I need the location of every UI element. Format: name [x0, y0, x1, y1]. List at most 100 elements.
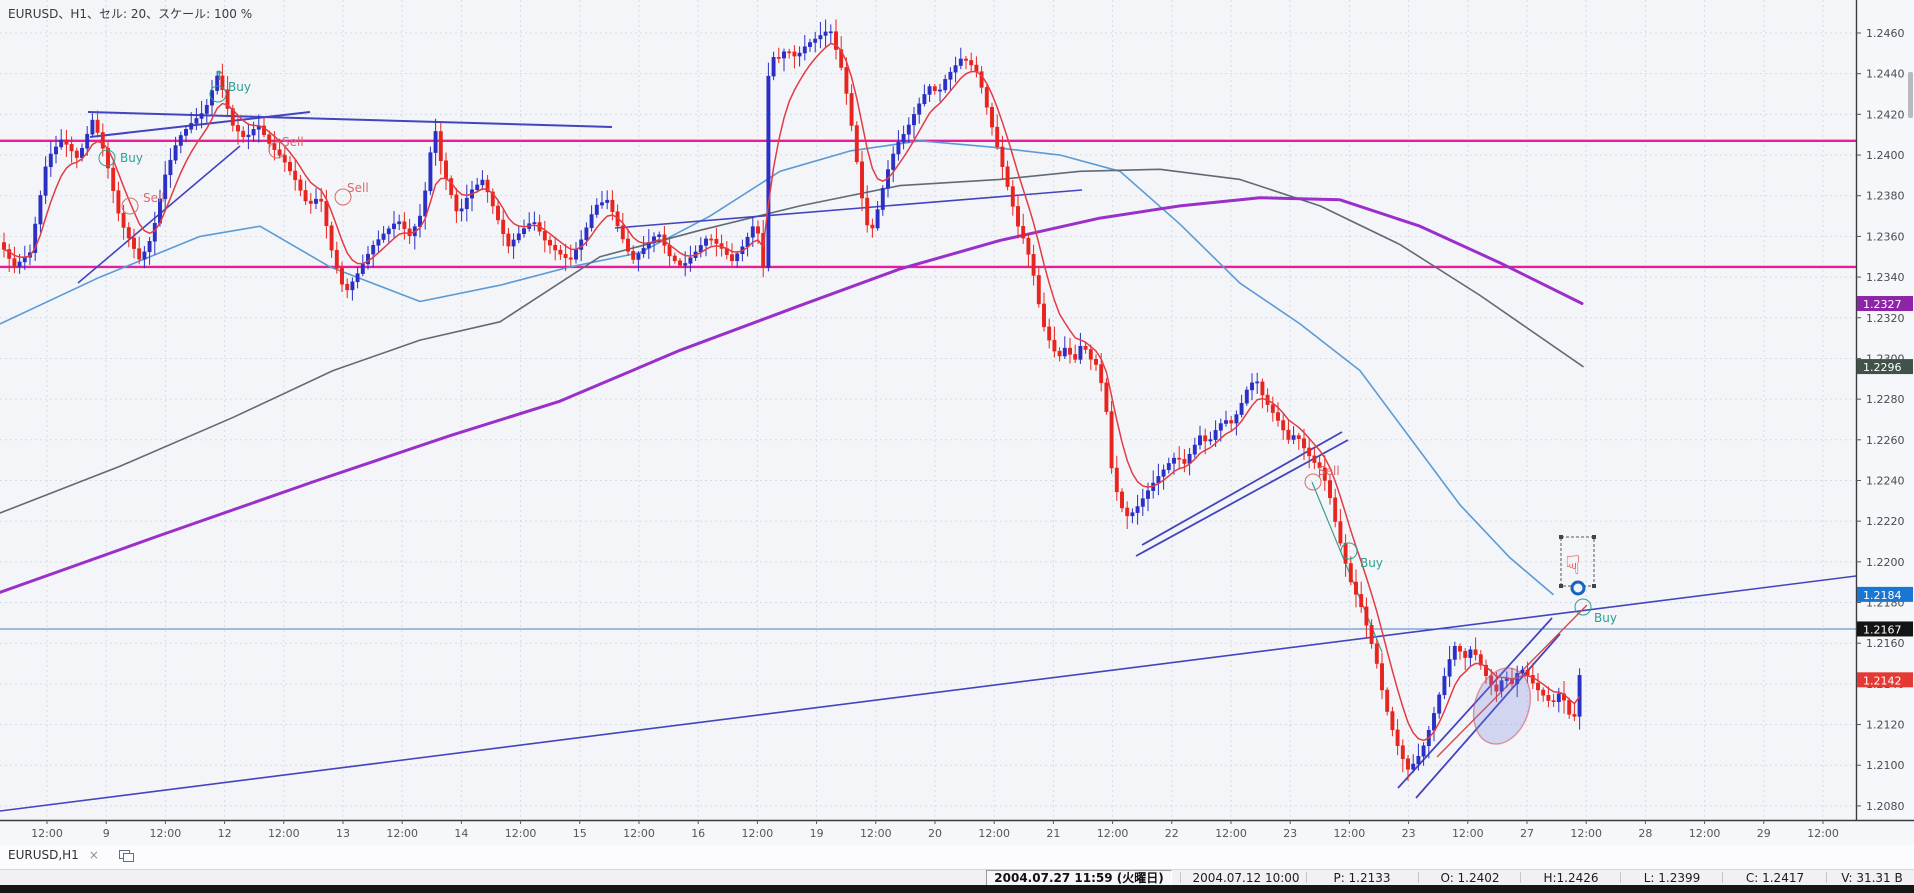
fast-ma-layer [3, 42, 1581, 742]
buy-label[interactable]: Buy [1594, 611, 1617, 625]
chart-background [0, 0, 1914, 845]
candle [402, 212, 407, 240]
candle [215, 70, 220, 95]
candle [766, 62, 771, 272]
candle [672, 252, 677, 264]
sell-signal-circle[interactable] [268, 141, 286, 159]
candle [776, 47, 781, 64]
time-axis-label: 28 [1638, 827, 1652, 840]
selection-box[interactable] [1560, 536, 1595, 587]
trendline[interactable] [614, 189, 1083, 229]
price-badge: 1.2142 [1857, 672, 1913, 688]
buy-signal-circle[interactable] [1340, 542, 1358, 560]
candle [735, 251, 740, 268]
candle [199, 100, 204, 129]
price-scale-scrollbar-thumb[interactable] [1908, 72, 1913, 118]
sell-label[interactable]: Sell [143, 191, 165, 205]
selection-handle[interactable] [1592, 584, 1596, 588]
candle [1302, 428, 1306, 461]
candle [802, 34, 807, 61]
selection-handle[interactable] [1559, 584, 1563, 588]
anchor-point-circle[interactable] [1570, 580, 1586, 596]
candle [1239, 394, 1244, 418]
selection-handle[interactable] [1592, 535, 1596, 539]
candle [194, 107, 199, 131]
candle [922, 84, 927, 107]
candle [1125, 501, 1130, 529]
candle [1057, 347, 1062, 362]
sell-signal-circle[interactable] [121, 197, 139, 215]
tab-label: EURUSD,H1 [8, 848, 79, 862]
sell-signal-circle[interactable] [334, 188, 352, 206]
tab-eurusd-h1[interactable]: EURUSD,H1 × [8, 848, 134, 862]
sell-signal-circle[interactable] [1304, 473, 1322, 491]
ma-mid-steelblue[interactable] [0, 140, 1554, 596]
trendline[interactable] [89, 111, 311, 138]
annotations-layer: Buy Buy Buy Buy Sell Sell Sell Sell ↑ ☟ [98, 69, 1617, 752]
sell-label[interactable]: Sell [1318, 464, 1340, 478]
candle [792, 45, 797, 69]
ma-veryslow-purple[interactable] [0, 196, 1584, 594]
candle [490, 188, 495, 214]
candle [48, 140, 53, 177]
candle [236, 117, 240, 145]
candle [1281, 414, 1286, 440]
thumbs-down-icon[interactable]: ☟ [1565, 551, 1581, 581]
price-axis-label: 1.2340 [1866, 271, 1905, 284]
ma-slow-gray[interactable] [0, 168, 1584, 514]
lwma-fast-red[interactable] [3, 42, 1581, 742]
time-axis-label: 19 [810, 827, 824, 840]
new-window-icon[interactable] [118, 849, 134, 862]
time-axis-label: 16 [691, 827, 705, 840]
candle [288, 156, 292, 176]
candle [1333, 488, 1338, 528]
time-axis-label: 23 [1283, 827, 1297, 840]
buy-signal-circle[interactable] [209, 85, 227, 103]
price-axis-label: 1.2440 [1866, 68, 1905, 81]
trendline[interactable] [1311, 481, 1383, 653]
price-axis-label: 1.2420 [1866, 108, 1905, 121]
tab-close-icon[interactable]: × [88, 848, 99, 862]
price-axis-label: 1.2320 [1866, 312, 1905, 325]
candle [1572, 702, 1577, 722]
status-separator [1520, 872, 1521, 883]
time-axis-label: 12:00 [623, 827, 655, 840]
candle [875, 200, 880, 231]
candle [1062, 336, 1067, 359]
sell-label[interactable]: Sell [347, 181, 369, 195]
time-axis-label: 15 [573, 827, 587, 840]
candle [220, 63, 225, 98]
time-axis-label: 21 [1046, 827, 1060, 840]
candle [496, 200, 500, 225]
candle [600, 191, 604, 209]
candle [896, 130, 901, 161]
buy-signal-circle[interactable] [1574, 598, 1592, 616]
candle [423, 182, 428, 230]
buy-signal-circle[interactable] [98, 149, 116, 167]
candle [532, 211, 537, 231]
chart-canvas[interactable]: BuyBuyBuyBuySellSellSellSell↑☟1.24601.24… [0, 0, 1914, 845]
candle [1416, 743, 1421, 771]
bar-high: H:1.2426 [1543, 871, 1599, 885]
candle [1374, 638, 1379, 669]
candle [589, 205, 594, 232]
candle [355, 266, 360, 289]
buy-label[interactable]: Buy [1360, 556, 1383, 570]
selection-handle[interactable] [1559, 535, 1563, 539]
highlight-ellipse[interactable] [1464, 661, 1539, 752]
candle [12, 246, 17, 274]
trendline[interactable] [0, 575, 1856, 812]
candle [1208, 431, 1213, 446]
candle [178, 131, 183, 154]
candle [828, 24, 833, 44]
trendline[interactable] [1415, 633, 1561, 799]
candle [1276, 402, 1280, 427]
svg-text:1.2184: 1.2184 [1863, 589, 1902, 602]
buy-label[interactable]: Buy [120, 151, 143, 165]
trendline[interactable] [87, 111, 613, 128]
candle [563, 243, 568, 272]
sell-label[interactable]: Sell [282, 135, 304, 149]
candle [1270, 396, 1275, 422]
buy-label[interactable]: Buy [228, 80, 251, 94]
candle [1437, 692, 1442, 719]
